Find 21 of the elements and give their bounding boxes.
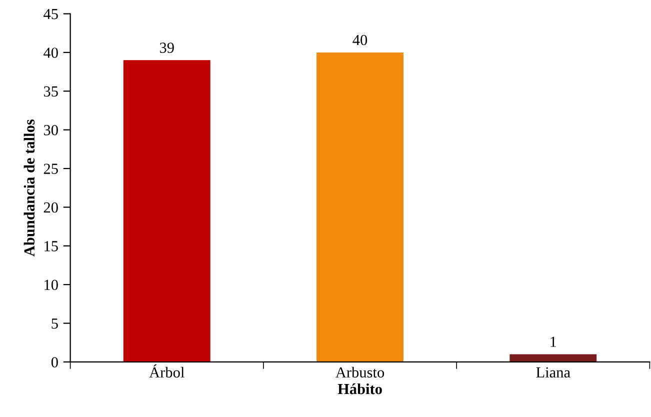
y-tick-label: 25	[44, 164, 58, 174]
y-tick-label: 0	[51, 357, 58, 368]
y-tick-label: 35	[44, 86, 58, 97]
x-axis-title: Hábito	[338, 383, 382, 394]
data-label: 1	[550, 336, 556, 347]
y-tick-label: 10	[44, 280, 58, 290]
y-tick-label: 20	[44, 202, 58, 213]
bar	[123, 60, 210, 362]
data-label: 39	[160, 42, 174, 53]
x-tick-label: Liana	[536, 367, 570, 378]
y-tick-label: 5	[52, 318, 58, 329]
y-tick-label: 45	[44, 9, 58, 20]
bar	[510, 354, 597, 362]
y-tick-label: 30	[44, 124, 58, 136]
y-tick-label: 15	[44, 241, 58, 252]
x-tick-label: Arbusto	[336, 366, 384, 378]
y-axis-title: Abundancia de tallos	[24, 119, 35, 256]
x-tick-label: Árbol	[149, 364, 184, 378]
bar	[316, 52, 404, 362]
data-label: 40	[352, 34, 368, 46]
y-tick-label: 40	[44, 48, 58, 58]
